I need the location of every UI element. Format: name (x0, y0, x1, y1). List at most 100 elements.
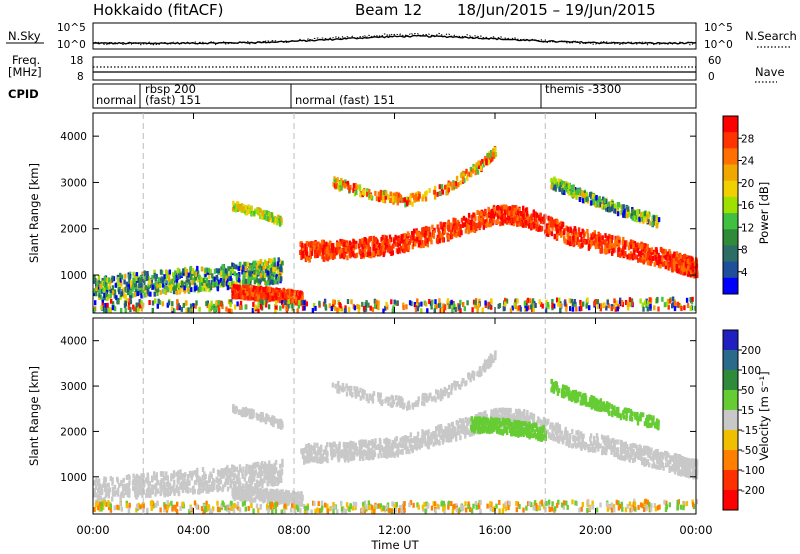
power-mark (190, 287, 193, 293)
power-mark (629, 239, 633, 245)
power-mark (239, 261, 242, 267)
velocity-mark (589, 433, 593, 439)
power-mark (424, 226, 427, 232)
power-mark (164, 289, 168, 295)
velocity-mark (593, 447, 596, 452)
power-mark (338, 249, 341, 255)
power-mark (270, 212, 273, 218)
power-mark (244, 304, 247, 310)
velocity-mark (638, 447, 641, 453)
power-mark (565, 187, 568, 193)
power-mark (268, 297, 272, 303)
power-mark (689, 261, 692, 267)
velocity-mark (684, 471, 687, 477)
power-mark (261, 275, 264, 281)
velocity-mark (679, 458, 682, 464)
power-mark (624, 251, 627, 257)
power-mark (682, 262, 685, 268)
power-mark (254, 304, 257, 310)
power-mark (406, 234, 409, 240)
velocity-mark (551, 428, 554, 434)
power-mark (569, 306, 572, 312)
power-mark (177, 283, 180, 289)
power-mark (247, 275, 250, 281)
power-mark (261, 300, 264, 306)
power-mark (227, 282, 230, 288)
power-mark (551, 225, 554, 231)
power-mark (357, 308, 361, 314)
power-mark (191, 306, 194, 312)
power-mark (475, 166, 478, 172)
power-mark (557, 181, 561, 187)
power-mark (551, 222, 555, 228)
power-mark (483, 155, 487, 161)
power-mark (279, 276, 283, 282)
power-mark (643, 253, 646, 259)
power-mark (695, 269, 699, 275)
power-mark (596, 237, 599, 243)
power-mark (264, 302, 268, 308)
power-mark (611, 235, 614, 241)
power-mark (657, 306, 660, 312)
power-mark (414, 303, 418, 309)
power-mark (476, 305, 479, 311)
power-mark (466, 300, 469, 306)
power-mark (654, 215, 657, 220)
velocity-mark (666, 462, 670, 468)
power-mark (375, 196, 379, 202)
velocity-mark (608, 444, 612, 450)
power-mark (302, 245, 305, 251)
power-mark (125, 281, 129, 287)
power-mark (259, 214, 262, 220)
power-mark (573, 236, 576, 242)
power-mark (224, 268, 228, 274)
power-mark (405, 238, 409, 244)
velocity-mark (306, 453, 310, 459)
power-mark (268, 212, 271, 218)
power-mark (593, 230, 596, 236)
power-mark (690, 299, 694, 305)
power-mark (244, 266, 248, 272)
power-mark (97, 287, 101, 293)
power-mark (305, 251, 309, 257)
power-mark (412, 228, 416, 234)
power-mark (111, 285, 115, 291)
power-mark (435, 304, 438, 310)
power-mark (310, 250, 314, 256)
power-mark (133, 282, 137, 288)
power-mark (426, 308, 429, 314)
power-mark (173, 275, 176, 281)
power-mark (479, 210, 483, 216)
power-mark (556, 219, 559, 225)
power-mark (633, 250, 636, 255)
power-mark (450, 222, 453, 228)
power-mark (468, 226, 471, 232)
power-mark (264, 286, 268, 292)
power-mark (430, 239, 433, 245)
power-mark (308, 257, 311, 263)
power-mark (631, 301, 634, 307)
power-mark (485, 158, 488, 164)
velocity-mark (595, 433, 599, 439)
power-mark (265, 299, 268, 304)
power-mark (332, 301, 335, 307)
power-mark (265, 272, 268, 278)
power-mark (666, 251, 669, 257)
power-mark (254, 296, 257, 301)
power-mark (463, 306, 466, 312)
power-mark (276, 291, 279, 296)
power-mark (359, 192, 362, 198)
power-mark (159, 269, 163, 275)
power-mark (188, 279, 191, 285)
power-mark (691, 296, 694, 302)
power-mark (508, 206, 512, 212)
power-mark (242, 264, 245, 270)
power-mark (447, 187, 450, 193)
power-mark (693, 261, 697, 267)
power-mark (462, 173, 465, 179)
velocity-mark (503, 409, 506, 415)
velocity-mark (333, 442, 336, 448)
power-mark (664, 255, 667, 260)
power-mark (176, 305, 179, 311)
power-mark (615, 300, 618, 306)
